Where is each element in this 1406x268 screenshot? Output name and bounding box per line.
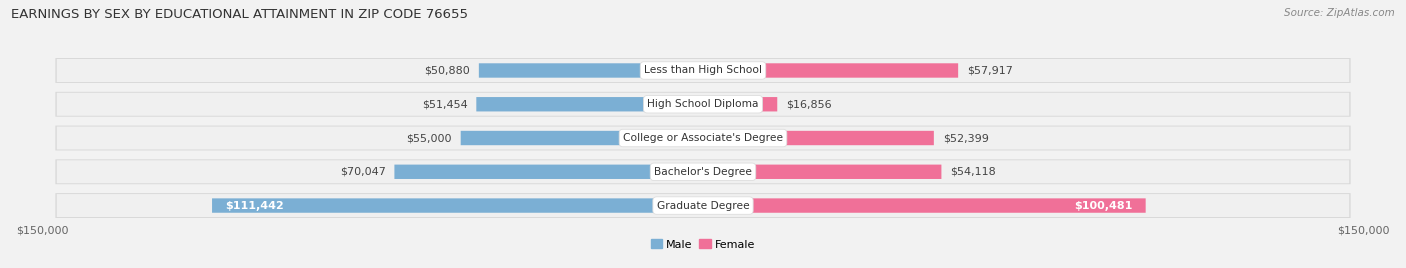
- FancyBboxPatch shape: [56, 194, 1350, 217]
- Text: Bachelor's Degree: Bachelor's Degree: [654, 167, 752, 177]
- Text: $111,442: $111,442: [225, 200, 284, 211]
- Text: $16,856: $16,856: [786, 99, 832, 109]
- FancyBboxPatch shape: [703, 131, 934, 145]
- Text: $55,000: $55,000: [406, 133, 451, 143]
- FancyBboxPatch shape: [212, 198, 703, 213]
- Text: College or Associate's Degree: College or Associate's Degree: [623, 133, 783, 143]
- Text: $70,047: $70,047: [340, 167, 385, 177]
- FancyBboxPatch shape: [461, 131, 703, 145]
- FancyBboxPatch shape: [55, 126, 1351, 150]
- FancyBboxPatch shape: [56, 59, 1350, 82]
- Text: Less than High School: Less than High School: [644, 65, 762, 76]
- FancyBboxPatch shape: [55, 193, 1351, 218]
- FancyBboxPatch shape: [56, 93, 1350, 116]
- FancyBboxPatch shape: [703, 63, 957, 78]
- Text: $51,454: $51,454: [422, 99, 468, 109]
- Text: Source: ZipAtlas.com: Source: ZipAtlas.com: [1284, 8, 1395, 18]
- Text: $57,917: $57,917: [967, 65, 1012, 76]
- FancyBboxPatch shape: [56, 160, 1350, 183]
- FancyBboxPatch shape: [477, 97, 703, 111]
- FancyBboxPatch shape: [55, 58, 1351, 83]
- Text: $100,481: $100,481: [1074, 200, 1132, 211]
- FancyBboxPatch shape: [56, 126, 1350, 150]
- FancyBboxPatch shape: [703, 165, 942, 179]
- Text: Graduate Degree: Graduate Degree: [657, 200, 749, 211]
- Text: $52,399: $52,399: [942, 133, 988, 143]
- FancyBboxPatch shape: [55, 159, 1351, 184]
- Text: $50,880: $50,880: [425, 65, 470, 76]
- Legend: Male, Female: Male, Female: [647, 235, 759, 254]
- FancyBboxPatch shape: [703, 97, 778, 111]
- Text: EARNINGS BY SEX BY EDUCATIONAL ATTAINMENT IN ZIP CODE 76655: EARNINGS BY SEX BY EDUCATIONAL ATTAINMEN…: [11, 8, 468, 21]
- FancyBboxPatch shape: [703, 198, 1146, 213]
- FancyBboxPatch shape: [55, 92, 1351, 117]
- Text: High School Diploma: High School Diploma: [647, 99, 759, 109]
- Text: $54,118: $54,118: [950, 167, 995, 177]
- FancyBboxPatch shape: [395, 165, 703, 179]
- FancyBboxPatch shape: [479, 63, 703, 78]
